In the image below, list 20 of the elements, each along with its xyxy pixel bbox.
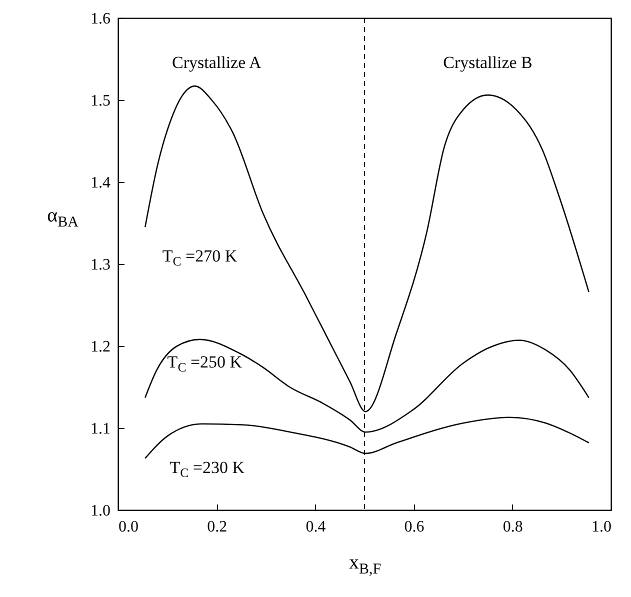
- annotation: Crystallize B: [443, 53, 532, 72]
- x-tick-label: 0.8: [502, 518, 523, 536]
- y-tick-label: 1.0: [90, 502, 110, 520]
- y-tick-label: 1.3: [90, 256, 110, 274]
- annotation: T$_{C}$ =230 K: [170, 458, 246, 480]
- y-tick-label: 1.6: [90, 10, 110, 28]
- annotation: T$_{C}$ =270 K: [162, 246, 238, 269]
- x-tick-label: 0.2: [207, 518, 228, 536]
- x-tick-label: 1.0: [592, 518, 612, 536]
- y-tick-label: 1.5: [90, 92, 110, 110]
- y-tick-label: 1.2: [90, 338, 110, 356]
- x-axis-title: x$_{B,F}$: [348, 552, 382, 577]
- annotation: Crystallize A: [172, 53, 262, 72]
- y-axis-title: α$_{BA}$: [47, 204, 79, 230]
- x-tick-label: 0.6: [404, 518, 424, 536]
- y-tick-label: 1.4: [90, 174, 110, 192]
- x-tick-label: 0.4: [306, 518, 326, 536]
- annotation: T$_{C}$ =250 K: [167, 352, 243, 374]
- y-tick-label: 1.1: [90, 420, 110, 438]
- x-tick-label: 0.0: [118, 518, 138, 536]
